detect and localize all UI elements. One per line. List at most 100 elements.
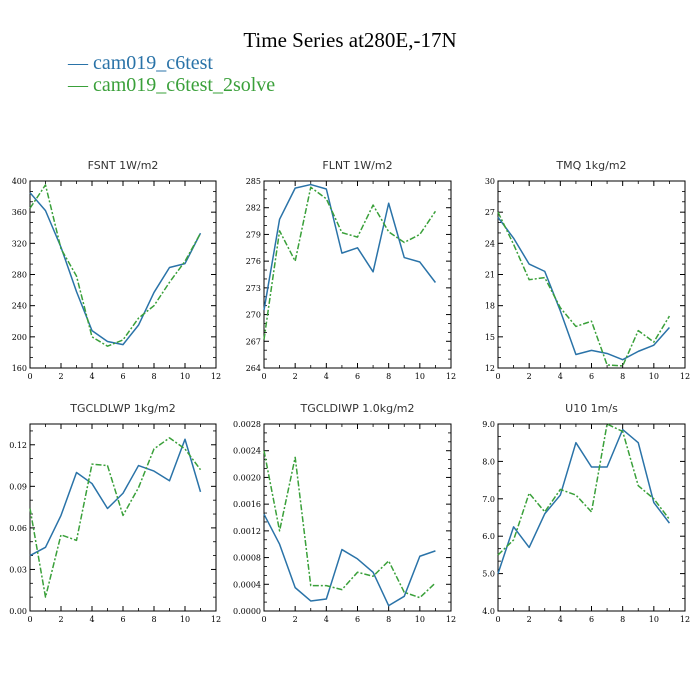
y-tick-label: 0.06 bbox=[9, 524, 27, 533]
x-tick-label: 4 bbox=[558, 615, 563, 624]
x-tick-label: 6 bbox=[355, 372, 360, 381]
x-tick-label: 6 bbox=[120, 615, 125, 624]
x-tick-label: 4 bbox=[558, 372, 563, 381]
y-tick-label: 0.09 bbox=[9, 482, 27, 491]
y-tick-label: 0.12 bbox=[9, 441, 27, 450]
series-line-1 bbox=[263, 183, 437, 311]
plot-frame bbox=[263, 423, 452, 612]
y-tick-label: 273 bbox=[246, 284, 261, 293]
panel-title: FLNT 1W/m2 bbox=[322, 159, 392, 172]
y-tick-label: 21 bbox=[485, 271, 495, 280]
y-tick-label: 7.0 bbox=[482, 495, 495, 504]
y-tick-label: 0.0024 bbox=[233, 447, 261, 456]
y-tick-label: 160 bbox=[12, 364, 27, 373]
y-tick-label: 0.0004 bbox=[233, 580, 261, 589]
y-tick-label: 5.0 bbox=[482, 570, 495, 579]
plot-frame bbox=[263, 180, 452, 369]
x-tick-label: 2 bbox=[527, 372, 532, 381]
x-tick-label: 2 bbox=[58, 615, 63, 624]
x-tick-label: 12 bbox=[211, 615, 221, 624]
x-tick-label: 6 bbox=[589, 372, 594, 381]
y-tick-label: 280 bbox=[12, 271, 27, 280]
x-tick-label: 8 bbox=[151, 615, 156, 624]
series-line-2 bbox=[497, 423, 671, 556]
y-tick-label: 30 bbox=[485, 177, 495, 186]
y-tick-label: 0.0028 bbox=[233, 420, 261, 429]
x-tick-label: 8 bbox=[620, 615, 625, 624]
figure-title: Time Series at280E,-17N bbox=[243, 28, 457, 52]
series-line-1 bbox=[497, 428, 671, 574]
y-tick-label: 9.0 bbox=[482, 420, 495, 429]
y-tick-label: 0.03 bbox=[9, 565, 27, 574]
y-tick-label: 400 bbox=[12, 177, 27, 186]
y-tick-label: 270 bbox=[246, 311, 261, 320]
y-tick-label: 276 bbox=[246, 257, 261, 266]
x-tick-label: 10 bbox=[649, 615, 659, 624]
y-tick-label: 279 bbox=[246, 230, 261, 239]
x-tick-label: 4 bbox=[89, 615, 94, 624]
series-line-2 bbox=[263, 186, 437, 340]
y-tick-label: 27 bbox=[485, 208, 495, 217]
y-tick-label: 18 bbox=[485, 302, 495, 311]
series-line-2 bbox=[29, 437, 202, 598]
series-line-2 bbox=[29, 184, 202, 347]
y-tick-label: 264 bbox=[246, 364, 261, 373]
panel-title: TMQ 1kg/m2 bbox=[555, 159, 626, 172]
y-tick-label: 200 bbox=[12, 333, 27, 342]
legend-line-1: — bbox=[68, 52, 88, 74]
y-tick-label: 6.0 bbox=[482, 532, 495, 541]
legend-label-2: cam019_c6test_2solve bbox=[93, 74, 276, 96]
x-tick-label: 8 bbox=[386, 372, 391, 381]
panel-5: TGCLDIWP 1.0kg/m2 0 2 4 6 8 10 12 0.0000 0.0004 0.… bbox=[233, 402, 456, 624]
y-tick-label: 240 bbox=[12, 302, 27, 311]
legend-label-1: cam019_c6test bbox=[93, 52, 213, 74]
y-tick-label: 0.0008 bbox=[233, 554, 261, 563]
x-tick-label: 0 bbox=[495, 615, 500, 624]
y-tick-label: 0.0020 bbox=[233, 473, 261, 482]
x-tick-label: 12 bbox=[680, 372, 690, 381]
panel-4: TGCLDLWP 1kg/m2 0 2 4 6 8 10 12 0.00 0.03 0.06 0.09… bbox=[9, 402, 221, 624]
panel-2: FLNT 1W/m2 0 2 4 6 8 10 12 264 267 270 273 276 279 282… bbox=[246, 159, 456, 381]
y-tick-label: 282 bbox=[246, 204, 261, 213]
x-tick-label: 12 bbox=[680, 615, 690, 624]
y-tick-label: 15 bbox=[485, 333, 495, 342]
series-line-2 bbox=[263, 450, 436, 599]
x-tick-label: 2 bbox=[527, 615, 532, 624]
y-tick-label: 285 bbox=[246, 177, 261, 186]
x-tick-label: 0 bbox=[261, 372, 266, 381]
x-tick-label: 10 bbox=[649, 372, 659, 381]
plot-frame bbox=[497, 423, 686, 612]
y-tick-label: 360 bbox=[12, 208, 27, 217]
x-tick-label: 0 bbox=[495, 372, 500, 381]
series-line-1 bbox=[29, 438, 202, 557]
x-tick-label: 4 bbox=[89, 372, 94, 381]
x-tick-label: 0 bbox=[27, 372, 32, 381]
panel-title: TGCLDLWP 1kg/m2 bbox=[69, 402, 175, 415]
y-tick-label: 267 bbox=[246, 337, 261, 346]
y-tick-label: 0.0012 bbox=[233, 527, 261, 536]
plot-frame bbox=[497, 180, 686, 369]
y-tick-label: 8.0 bbox=[482, 457, 495, 466]
series-line-1 bbox=[29, 192, 202, 346]
x-tick-label: 2 bbox=[293, 615, 298, 624]
panel-title: FSNT 1W/m2 bbox=[88, 159, 159, 172]
legend-entry-1: — cam019_c6test bbox=[68, 52, 213, 74]
x-tick-label: 6 bbox=[355, 615, 360, 624]
y-tick-label: 24 bbox=[485, 239, 495, 248]
y-tick-label: 0.00 bbox=[9, 607, 27, 616]
x-tick-label: 6 bbox=[589, 615, 594, 624]
y-tick-label: 0.0000 bbox=[233, 607, 261, 616]
y-tick-label: 0.0016 bbox=[233, 500, 261, 509]
x-tick-label: 8 bbox=[620, 372, 625, 381]
panel-6: U10 1m/s 0 2 4 6 8 10 12 4.0 5.0 6.0 7.0 8.0 9.0 bbox=[482, 402, 690, 624]
x-tick-label: 2 bbox=[58, 372, 63, 381]
legend-entry-2: — cam019_c6test_2solve bbox=[68, 74, 275, 96]
plot-frame bbox=[29, 180, 217, 369]
y-tick-label: 4.0 bbox=[482, 607, 495, 616]
x-tick-label: 12 bbox=[446, 372, 456, 381]
y-tick-label: 320 bbox=[12, 239, 27, 248]
series-line-1 bbox=[497, 216, 670, 361]
x-tick-label: 0 bbox=[27, 615, 32, 624]
